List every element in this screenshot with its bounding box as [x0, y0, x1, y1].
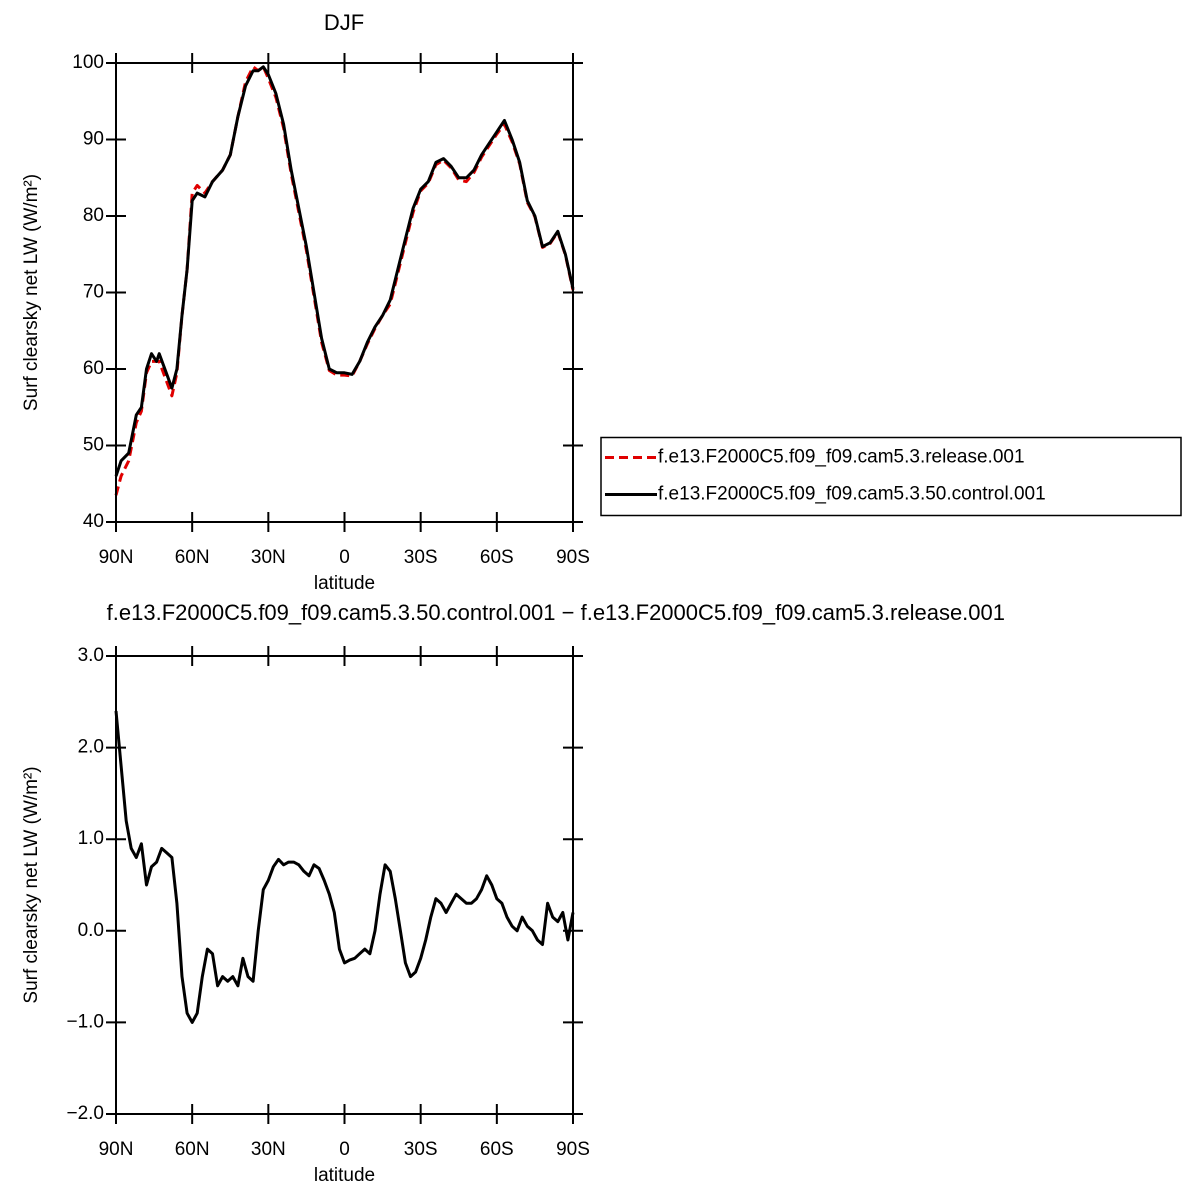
y-tick-label: 1.0: [78, 828, 104, 849]
legend-label: f.e13.F2000C5.f09_f09.cam5.3.release.001: [658, 447, 1025, 468]
x-tick-label: 90S: [556, 547, 590, 568]
x-axis-label: latitude: [314, 573, 375, 594]
plot-frame: [115, 655, 574, 1115]
x-tick-label: 60N: [175, 547, 210, 568]
y-tick-label: 70: [83, 282, 104, 303]
x-tick-label: 90N: [99, 547, 134, 568]
x-tick-label: 90N: [99, 1139, 134, 1160]
data-line: [114, 65, 575, 477]
y-tick-label: 50: [83, 435, 104, 456]
x-tick-label: 0: [339, 1139, 350, 1160]
y-tick-label: 2.0: [78, 737, 104, 758]
y-tick-label: 100: [72, 52, 104, 73]
y-axis-label: Surf clearsky net LW (W/m²): [21, 174, 42, 411]
legend-box: [600, 436, 1182, 517]
chart-title: DJF: [324, 10, 364, 35]
y-tick-label: −1.0: [66, 1011, 104, 1032]
y-tick-label: 90: [83, 129, 104, 150]
data-line: [114, 710, 575, 1024]
x-tick-label: 30S: [404, 1139, 438, 1160]
x-tick-label: 90S: [556, 1139, 590, 1160]
y-tick-label: −2.0: [66, 1103, 104, 1124]
y-axis-label: Surf clearsky net LW (W/m²): [21, 766, 42, 1003]
x-tick-label: 60S: [480, 547, 514, 568]
legend-label: f.e13.F2000C5.f09_f09.cam5.3.50.control.…: [658, 484, 1046, 505]
x-tick-label: 30N: [251, 547, 286, 568]
x-tick-label: 60S: [480, 1139, 514, 1160]
x-axis-label: latitude: [314, 1165, 375, 1186]
y-tick-label: 0.0: [78, 920, 104, 941]
x-tick-label: 30S: [404, 547, 438, 568]
x-tick-label: 60N: [175, 1139, 210, 1160]
x-tick-label: 30N: [251, 1139, 286, 1160]
x-tick-label: 0: [339, 547, 350, 568]
chart-title: f.e13.F2000C5.f09_f09.cam5.3.50.control.…: [107, 600, 1005, 625]
y-tick-label: 40: [83, 511, 104, 532]
y-tick-label: 60: [83, 358, 104, 379]
y-tick-label: 80: [83, 205, 104, 226]
plot-frame: [115, 62, 574, 523]
y-tick-label: 3.0: [78, 645, 104, 666]
